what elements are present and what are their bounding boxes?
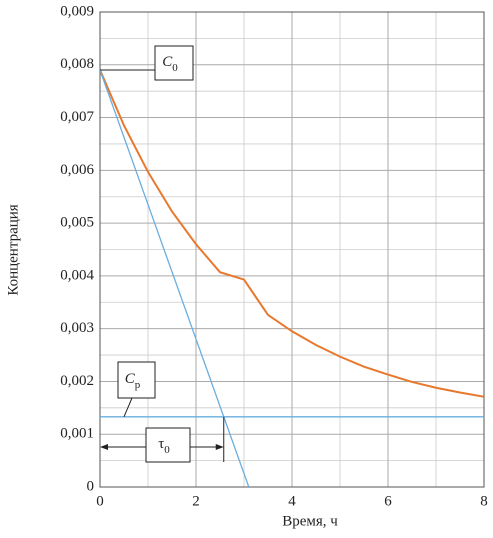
x-axis-title: Время, ч bbox=[282, 513, 338, 529]
annotation-box bbox=[154, 45, 194, 81]
x-tick-label: 6 bbox=[384, 493, 392, 509]
y-tick-label: 0,004 bbox=[60, 267, 94, 283]
x-tick-label: 8 bbox=[480, 493, 488, 509]
y-tick-label: 0,008 bbox=[60, 56, 94, 72]
annotation: Cp bbox=[125, 371, 141, 390]
annotation-main: C bbox=[162, 54, 173, 70]
x-tick-label: 4 bbox=[288, 493, 296, 509]
y-tick-label: 0,003 bbox=[60, 320, 94, 336]
annotation-box bbox=[145, 427, 191, 463]
annotation: C0 bbox=[162, 54, 178, 73]
x-tick-label: 0 bbox=[96, 493, 104, 509]
y-tick-label: 0,002 bbox=[60, 373, 94, 389]
annotation-box bbox=[117, 361, 156, 399]
x-tick-label: 2 bbox=[192, 493, 200, 509]
y-tick-label: 0,001 bbox=[60, 426, 94, 442]
y-tick-label: 0 bbox=[87, 478, 95, 494]
annotation-main: τ bbox=[158, 436, 164, 452]
y-axis-title: Концентрация bbox=[5, 204, 21, 295]
data-line bbox=[100, 69, 484, 398]
y-tick-label: 0,007 bbox=[60, 109, 94, 125]
annotation-sub: 0 bbox=[172, 62, 178, 74]
annotation-sub: p bbox=[135, 379, 141, 391]
leader-line bbox=[123, 397, 133, 418]
annotation-main: C bbox=[125, 371, 136, 387]
y-tick-label: 0,006 bbox=[60, 162, 94, 178]
annotation: τ0 bbox=[158, 436, 170, 455]
y-tick-label: 0,009 bbox=[60, 3, 94, 19]
annotation-sub: 0 bbox=[164, 444, 170, 456]
data-line bbox=[100, 69, 250, 487]
y-tick-label: 0,005 bbox=[60, 215, 94, 231]
plot-frame bbox=[99, 11, 485, 488]
